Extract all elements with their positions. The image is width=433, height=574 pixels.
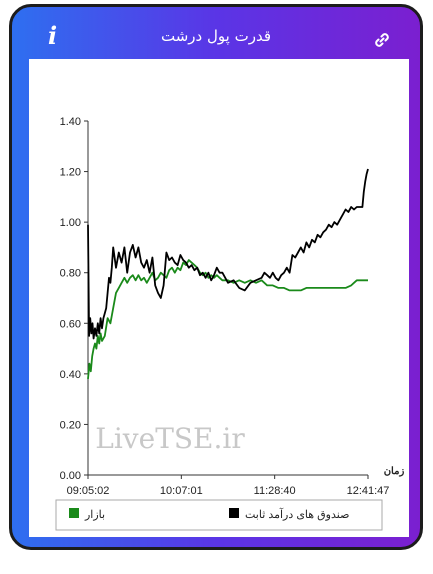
y-tick-label: 1.00: [60, 217, 81, 229]
y-tick-label: 0.40: [60, 369, 81, 381]
x-tick-label: 12:41:47: [347, 485, 390, 497]
x-tick-label: 09:05:02: [67, 485, 110, 497]
page-title: قدرت پول درشت: [161, 27, 271, 45]
y-tick-label: 0.60: [60, 318, 81, 330]
watermark: LiveTSE.ir: [95, 422, 245, 455]
legend-label-fund: صندوق های درآمد ثابت: [245, 508, 349, 521]
y-tick-label: 0.20: [60, 419, 81, 431]
legend-label-market: بازار: [84, 509, 105, 521]
header: i قدرت پول درشت: [12, 7, 420, 61]
y-tick-label: 0.80: [60, 268, 81, 280]
legend-swatch-market: [69, 508, 79, 518]
chart-card: i قدرت پول درشت LiveTSE.ir 0.00 0.20 0.40 0…: [9, 4, 423, 550]
y-tick-label: 0.00: [60, 470, 81, 482]
x-axis-label: زمان: [384, 466, 405, 477]
link-icon[interactable]: [372, 30, 392, 50]
chart-panel: LiveTSE.ir 0.00 0.20 0.40 0.60 0.80 1.00 1.20 1…: [29, 59, 409, 537]
series-line-market: [87, 259, 368, 379]
x-tick-label: 10:07:01: [160, 485, 203, 497]
legend: صندوق های درآمد ثابت بازار: [55, 499, 383, 531]
legend-box: [55, 499, 383, 531]
series-line-fund: [87, 168, 369, 340]
legend-swatch-fund: [229, 508, 239, 518]
y-tick-label: 1.20: [60, 167, 81, 179]
x-tick-label: 11:28:40: [254, 485, 296, 497]
info-icon[interactable]: i: [48, 21, 58, 50]
line-chart: LiveTSE.ir 0.00 0.20 0.40 0.60 0.80 1.00 1.20 1…: [55, 116, 405, 531]
y-tick-label: 1.40: [60, 116, 81, 128]
